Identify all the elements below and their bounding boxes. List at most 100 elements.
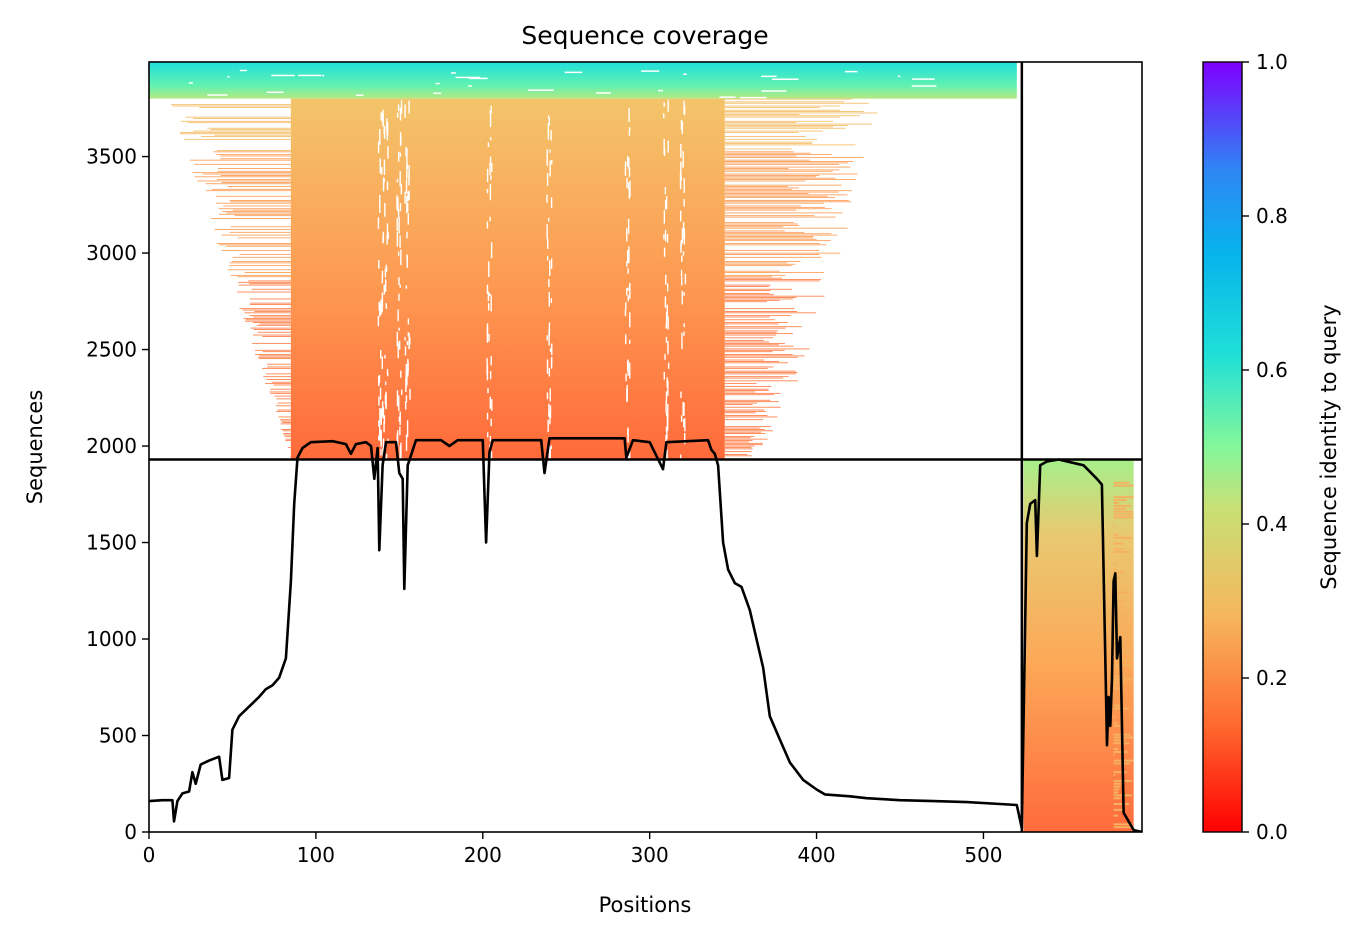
gap-mark	[627, 163, 629, 167]
gap-mark	[405, 208, 408, 214]
coverage-row-left	[216, 195, 291, 197]
gap-mark	[667, 380, 669, 396]
x-tick-label: 400	[797, 843, 835, 867]
coverage-row-right	[724, 376, 789, 378]
coverage-row-left	[205, 190, 291, 192]
coverage-row-left	[244, 320, 291, 322]
coverage-row-left	[266, 379, 291, 380]
gap-mark	[627, 287, 629, 291]
coverage-row-right	[1113, 635, 1131, 638]
coverage-row-right	[724, 385, 772, 387]
gap-mark	[628, 167, 631, 177]
gap-mark	[683, 331, 685, 336]
coverage-row-right	[724, 159, 811, 161]
coverage-row-right	[724, 131, 799, 133]
gap-mark	[680, 161, 682, 177]
gap-mark	[385, 267, 388, 272]
coverage-row-right	[724, 226, 784, 228]
coverage-row-right	[724, 162, 848, 164]
coverage-row-right	[724, 294, 774, 296]
coverage-row-left	[234, 215, 291, 217]
coverage-row-left	[193, 130, 291, 132]
colorbar-tick-label: 0.4	[1256, 512, 1288, 536]
gap-mark	[397, 251, 400, 257]
coverage-row-right	[1113, 782, 1122, 785]
coverage-row-right	[1113, 499, 1127, 502]
gap-mark	[624, 161, 627, 167]
coverage-row-right	[1113, 797, 1122, 800]
coverage-row-left	[282, 430, 291, 432]
coverage-row-right	[724, 340, 765, 342]
gap-mark	[664, 353, 666, 360]
gap-mark	[398, 216, 400, 234]
coverage-row-right	[724, 177, 836, 179]
gap-mark	[527, 89, 554, 91]
coverage-row-right	[724, 284, 771, 286]
coverage-row-right	[1113, 771, 1127, 774]
gap-mark	[665, 196, 668, 210]
gap-mark	[387, 373, 389, 377]
gap-mark	[227, 76, 230, 78]
coverage-row-right	[724, 202, 824, 204]
coverage-row-right	[724, 362, 789, 364]
coverage-row-right	[724, 122, 797, 124]
coverage-row-left	[214, 229, 291, 230]
gap-mark	[684, 426, 686, 432]
coverage-row-right	[724, 187, 800, 189]
gap-mark	[658, 89, 663, 92]
coverage-row-right	[1113, 739, 1126, 742]
coverage-row-left	[189, 159, 291, 161]
gap-mark	[378, 420, 380, 427]
gap-mark	[188, 82, 193, 84]
coverage-row-right	[724, 419, 764, 421]
gap-mark	[489, 137, 492, 141]
gap-mark	[406, 163, 408, 179]
coverage-row-right	[724, 360, 780, 362]
gap-mark	[387, 146, 389, 159]
gap-mark	[683, 323, 685, 328]
coverage-row-left	[280, 423, 291, 425]
gap-mark	[546, 224, 548, 240]
gap-mark	[680, 242, 682, 253]
coverage-row-right	[724, 249, 820, 251]
gap-mark	[549, 160, 551, 177]
coverage-row-right	[724, 315, 791, 317]
coverage-row-right	[1113, 504, 1132, 507]
coverage-row-right	[1113, 667, 1120, 669]
x-tick-label: 300	[631, 843, 669, 867]
gap-mark	[626, 228, 628, 242]
coverage-row-right	[724, 453, 748, 455]
coverage-row-right	[724, 445, 755, 447]
coverage-row-right	[724, 123, 872, 125]
coverage-row-left	[262, 367, 291, 369]
coverage-row-right	[1113, 664, 1133, 667]
coverage-row-right	[724, 322, 788, 323]
coverage-row-left	[283, 434, 291, 436]
gap-mark	[487, 291, 490, 302]
coverage-row-left	[219, 244, 291, 246]
coverage-row-right	[1113, 774, 1116, 777]
coverage-row-right	[724, 323, 779, 325]
gap-mark	[626, 384, 628, 401]
gap-mark	[401, 389, 403, 396]
coverage-row-left	[238, 281, 291, 283]
coverage-row-right	[724, 327, 786, 329]
coverage-row-right	[724, 227, 848, 229]
coverage-row-left	[180, 120, 291, 122]
coverage-row-right	[724, 288, 792, 290]
gap-mark	[666, 449, 668, 462]
gap-mark	[490, 295, 492, 312]
coverage-row-right	[724, 429, 765, 430]
coverage-row-right	[724, 265, 792, 267]
coverage-row-left	[245, 319, 291, 321]
gap-mark	[680, 210, 682, 222]
gap-mark	[549, 149, 551, 153]
coverage-row-right	[724, 401, 779, 403]
coverage-row-left	[275, 405, 291, 407]
gap-mark	[550, 445, 552, 449]
gap-mark	[271, 74, 295, 77]
gap-mark	[681, 228, 684, 244]
gap-mark	[683, 418, 685, 428]
gap-mark	[383, 284, 385, 295]
gap-mark	[627, 182, 630, 190]
